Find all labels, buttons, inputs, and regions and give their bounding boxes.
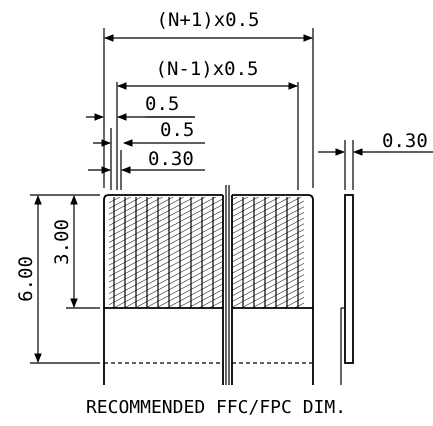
dim-total-length-label: 6.00: [15, 256, 37, 302]
dim-contact-pitch-label: 0.5: [160, 119, 194, 141]
dim-pitch-label: 0.5: [145, 93, 179, 115]
dim-contact-pitch: 0.5: [93, 119, 205, 190]
contact-area-right: [232, 197, 304, 308]
dim-contact-span-label: (N-1)x0.5: [156, 58, 259, 80]
dim-thickness-label: 0.30: [382, 130, 428, 152]
contact-separators: [113, 197, 299, 308]
caption: RECOMMENDED FFC/FPC DIM.: [86, 397, 346, 418]
dim-contact-width-label: 0.30: [148, 148, 194, 170]
dim-contact-length-label: 3.00: [51, 219, 73, 265]
dim-contact-width: 0.30: [88, 148, 205, 190]
side-profile: [344, 194, 354, 364]
contact-area-left: [109, 197, 223, 308]
dim-total-width-label: (N+1)x0.5: [157, 9, 260, 31]
ffc-body: [103, 185, 314, 385]
side-view: 0.30: [318, 130, 433, 385]
dim-pitch: 0.5: [86, 93, 195, 121]
dim-total-length: 6.00: [15, 194, 100, 364]
dim-contact-span: (N-1)x0.5: [116, 58, 299, 190]
dim-total-width: (N+1)x0.5: [103, 9, 314, 188]
dim-contact-length: 3.00: [51, 195, 100, 309]
